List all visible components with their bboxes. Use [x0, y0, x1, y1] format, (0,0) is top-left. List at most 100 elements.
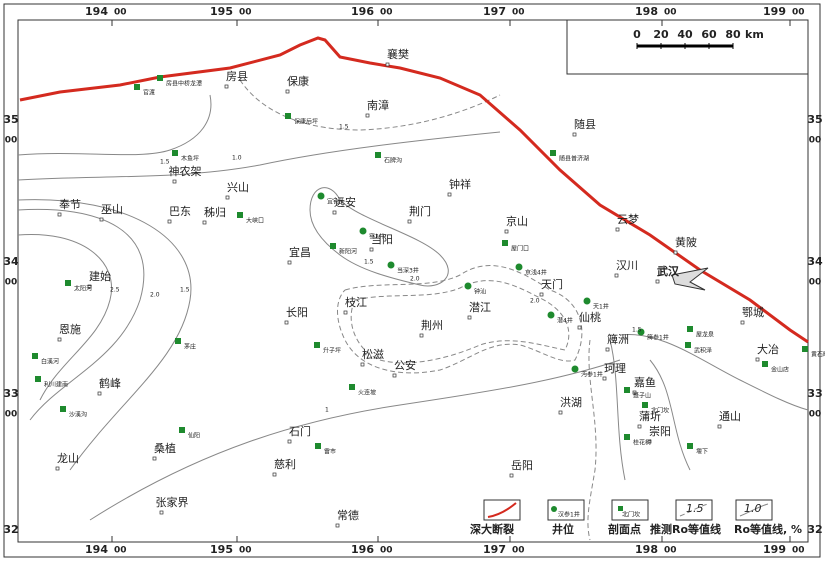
lon-degree: 195 [210, 543, 233, 556]
town-marker [385, 62, 390, 67]
lat-minute: 00 [809, 136, 822, 146]
place-name: 钟祥 [449, 177, 471, 191]
lat-degree: 34 [807, 255, 823, 268]
town-marker [167, 219, 172, 224]
well-label: 当深3井 [397, 267, 419, 275]
lon-minute: 00 [664, 546, 677, 556]
place-name: 远安 [334, 195, 356, 209]
section-point [624, 387, 630, 393]
deep-fault [19, 36, 809, 344]
section-point [502, 240, 508, 246]
place-name: 荆州 [421, 319, 443, 332]
section-point [642, 402, 648, 408]
town-marker [343, 310, 348, 315]
section-label: 屋门口 [511, 245, 529, 253]
legend-sample: 北门坎 [622, 511, 640, 519]
place-name: 鹤峰 [99, 376, 121, 390]
place-name: 巴东 [169, 205, 191, 218]
section-point [237, 212, 243, 218]
town-marker [369, 247, 374, 252]
place-name: 武汉 [657, 264, 680, 278]
well-label: 天1井 [593, 303, 609, 311]
well-label: 京浅4井 [525, 269, 547, 277]
legend-fault [487, 502, 517, 518]
place-name: 汉川 [616, 259, 638, 272]
contours [17, 79, 809, 541]
lon-degree: 194 [85, 543, 108, 556]
town-marker [287, 260, 292, 265]
section-point [314, 342, 320, 348]
place-name: 仙桃 [579, 310, 601, 324]
section-point [175, 338, 181, 344]
town-marker [504, 229, 509, 234]
scale-label: 20 [653, 28, 669, 41]
legend-box [675, 499, 713, 521]
section-point [60, 406, 66, 412]
well [547, 311, 555, 319]
town-marker [360, 362, 365, 367]
lon-degree: 194 [85, 5, 108, 18]
section-label: 升子坪 [323, 347, 341, 355]
lon-minute: 00 [380, 546, 393, 556]
section-point [550, 150, 556, 156]
place-name: 枝江 [345, 295, 367, 309]
town-marker [99, 217, 104, 222]
section-label: 金山店 [771, 366, 789, 374]
scale-label: 80 [725, 28, 741, 41]
section-label: 新阳河 [339, 248, 357, 256]
lon-degree: 197 [483, 543, 506, 556]
section-point [172, 150, 178, 156]
town-marker [717, 424, 722, 429]
section-point [330, 243, 336, 249]
town-marker [572, 132, 577, 137]
town-marker [467, 315, 472, 320]
lat-minute: 00 [809, 278, 822, 288]
section-point [35, 376, 41, 382]
section-point [762, 361, 768, 367]
place-name: 保康 [287, 74, 309, 88]
lon-minute: 00 [114, 546, 127, 556]
town-marker [647, 439, 652, 444]
well [571, 365, 579, 373]
section-label: 木鱼坪 [181, 155, 199, 163]
section-point [134, 84, 140, 90]
town-marker [172, 179, 177, 184]
section-point [349, 384, 355, 390]
well [464, 282, 472, 290]
well [317, 192, 325, 200]
scale-label: 0 [633, 28, 641, 41]
place-name: 随县 [574, 117, 596, 131]
legend-section [618, 506, 623, 511]
well-label: 钟汕 [474, 288, 486, 296]
section-point [179, 427, 185, 433]
town-marker [57, 337, 62, 342]
contour [17, 233, 112, 401]
section-point [624, 434, 630, 440]
contour [89, 359, 621, 521]
section-point [685, 342, 691, 348]
town-marker [159, 510, 164, 515]
section-label: 石牌沟 [384, 157, 402, 165]
contour-label: 1.0 [232, 155, 242, 162]
place-name: 通山 [719, 410, 741, 423]
legend-label: 深大断裂 [470, 522, 514, 536]
legend-well [551, 506, 557, 512]
place-name: 神农架 [169, 164, 202, 178]
contour-label: 2.0 [530, 298, 540, 305]
section-point [687, 443, 693, 449]
section-label: 火连坡 [358, 389, 376, 397]
lon-minute: 00 [664, 8, 677, 18]
town-marker [57, 212, 62, 217]
place-name: 建始 [89, 269, 111, 283]
place-name: 潜江 [469, 300, 491, 314]
lon-degree: 197 [483, 5, 506, 18]
town-marker [284, 320, 289, 325]
lat-degree: 35 [807, 113, 822, 126]
outer-frame [3, 3, 821, 558]
well-label: 潜4井 [557, 317, 573, 325]
place-name: 慈利 [274, 457, 296, 471]
lon-degree: 198 [635, 543, 658, 556]
town-marker [655, 279, 660, 284]
town-marker [602, 376, 607, 381]
